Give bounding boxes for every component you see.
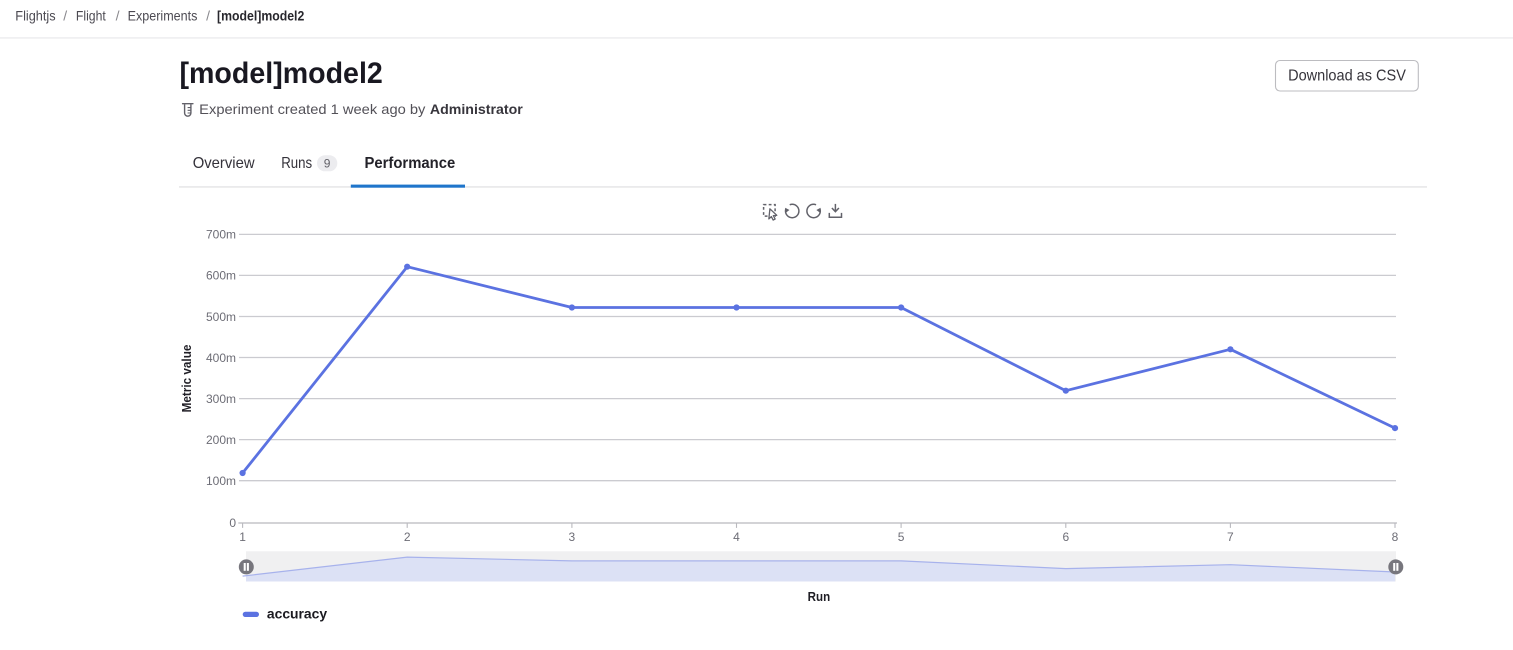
svg-text:9: 9 [324,157,331,171]
svg-text:Overview: Overview [193,155,255,172]
svg-text:2: 2 [404,530,411,544]
svg-text:Experiment created 1 week ago: Experiment created 1 week ago by [199,102,425,117]
svg-text:Experiments: Experiments [128,7,198,23]
svg-text:[model]model2: [model]model2 [217,7,304,23]
svg-text:Flight: Flight [76,7,106,23]
svg-text:4: 4 [733,530,740,544]
svg-text:3: 3 [569,530,576,544]
svg-text:300m: 300m [206,392,236,406]
svg-text:700m: 700m [206,228,236,242]
svg-text:7: 7 [1227,530,1234,544]
svg-text:Runs: Runs [281,155,312,172]
svg-text:500m: 500m [206,310,236,324]
svg-text:0: 0 [229,516,236,530]
svg-text:100m: 100m [206,474,236,488]
svg-text:200m: 200m [206,433,236,447]
svg-text:8: 8 [1392,530,1399,544]
svg-text:/: / [116,7,120,23]
svg-text:6: 6 [1062,530,1069,544]
svg-text:accuracy: accuracy [267,606,327,622]
svg-text:600m: 600m [206,269,236,283]
svg-text:/: / [206,7,210,23]
svg-text:[model]model2: [model]model2 [180,57,383,90]
svg-text:1: 1 [239,530,246,544]
svg-text:400m: 400m [206,351,236,365]
svg-text:Performance: Performance [365,155,456,172]
svg-text:/: / [63,7,67,23]
svg-text:Run: Run [808,589,831,604]
svg-text:Download as CSV: Download as CSV [1288,68,1406,85]
svg-text:Metric value: Metric value [180,345,194,413]
svg-text:5: 5 [898,530,905,544]
svg-text:Flightjs: Flightjs [15,7,55,23]
svg-text:Administrator: Administrator [430,102,524,117]
